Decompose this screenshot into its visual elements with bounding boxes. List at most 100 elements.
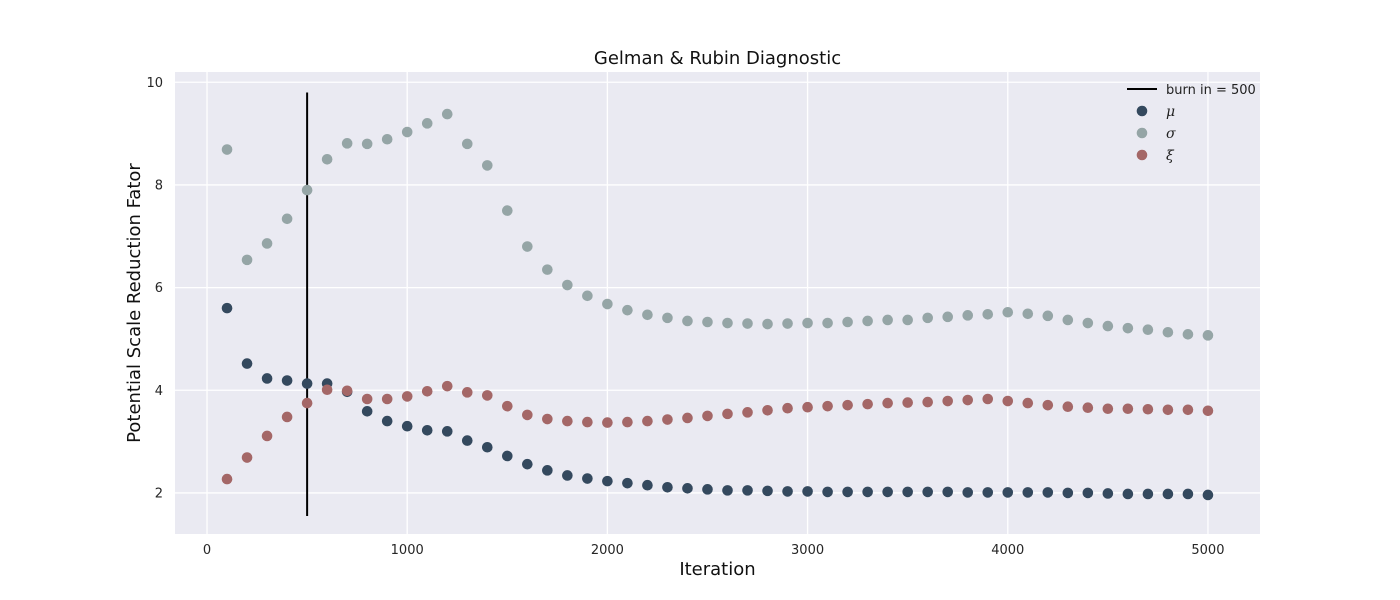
data-point	[662, 312, 673, 324]
data-point	[762, 404, 773, 416]
data-point	[982, 308, 994, 320]
data-point	[542, 465, 553, 476]
data-point	[381, 393, 393, 405]
data-point	[421, 385, 433, 397]
data-point	[1082, 487, 1094, 499]
legend-series-entries: μσξ	[1136, 104, 1176, 164]
x-tick-label: 5000	[1191, 543, 1224, 558]
data-point	[241, 452, 253, 463]
y-tick-label: 2	[155, 486, 163, 501]
data-point	[461, 387, 473, 398]
data-point	[401, 420, 413, 432]
x-tick-label: 0	[203, 543, 211, 558]
data-point	[281, 375, 293, 386]
y-tick-label: 6	[155, 281, 163, 296]
data-point	[1102, 403, 1114, 415]
data-point	[782, 486, 793, 497]
data-point	[1182, 329, 1194, 340]
data-point	[802, 486, 813, 497]
data-point	[381, 415, 393, 427]
data-point	[622, 304, 633, 316]
data-point	[622, 477, 633, 489]
data-point	[962, 394, 974, 406]
data-point	[341, 138, 353, 149]
data-point	[602, 475, 613, 487]
data-point	[301, 378, 313, 389]
data-point	[1142, 488, 1154, 500]
data-point	[361, 138, 373, 150]
data-point	[441, 108, 453, 120]
data-point	[441, 426, 453, 437]
data-point	[762, 485, 773, 497]
data-point	[822, 317, 833, 329]
data-point	[1022, 308, 1034, 320]
data-point	[542, 413, 553, 425]
data-point	[682, 483, 693, 494]
data-point	[802, 401, 813, 413]
data-point	[1162, 488, 1174, 500]
data-point	[622, 416, 633, 428]
data-point	[742, 485, 753, 496]
data-point	[1042, 310, 1054, 322]
data-point	[421, 425, 433, 436]
data-point	[782, 318, 793, 329]
data-point	[1182, 404, 1194, 416]
data-point	[1122, 403, 1134, 415]
legend-label: μ	[1166, 104, 1175, 120]
y-tick-label: 8	[155, 178, 163, 193]
data-point	[582, 473, 593, 484]
data-point	[942, 486, 954, 498]
data-point	[962, 310, 974, 321]
legend-burn-in-label: burn in = 500	[1166, 83, 1256, 98]
x-tick-label: 3000	[791, 543, 824, 558]
data-point	[1102, 320, 1114, 332]
data-point	[1162, 404, 1174, 416]
x-tick-labels: 0 1000 2000 3000 4000 5000	[203, 543, 1225, 558]
data-point	[261, 238, 273, 249]
data-point	[1122, 322, 1134, 334]
legend-marker	[1136, 149, 1148, 161]
data-point	[261, 373, 273, 384]
data-point	[341, 385, 353, 397]
data-point	[481, 441, 493, 453]
data-point	[862, 315, 873, 327]
data-point	[481, 390, 493, 401]
data-point	[221, 144, 233, 155]
data-point	[241, 254, 253, 266]
data-point	[882, 397, 893, 409]
data-point	[842, 399, 853, 411]
data-point	[582, 290, 593, 302]
data-point	[842, 316, 853, 328]
data-point	[481, 160, 493, 171]
data-point	[982, 487, 994, 498]
data-point	[381, 133, 393, 145]
data-point	[702, 410, 713, 422]
data-point	[662, 414, 673, 425]
data-point	[562, 470, 573, 481]
legend-label: σ	[1166, 126, 1176, 142]
data-point	[942, 395, 954, 407]
data-point	[802, 317, 813, 329]
data-point	[922, 396, 933, 408]
data-point	[1082, 402, 1094, 414]
data-point	[642, 415, 653, 427]
series-3-points	[221, 380, 1214, 485]
data-point	[722, 408, 733, 420]
data-point	[562, 415, 573, 427]
data-point	[1142, 324, 1154, 335]
data-point	[221, 302, 233, 314]
data-point	[882, 486, 893, 498]
data-point	[441, 380, 453, 392]
data-point	[862, 398, 873, 410]
data-point	[281, 213, 293, 225]
data-point	[822, 486, 833, 498]
x-tick-label: 4000	[991, 543, 1024, 558]
data-point	[522, 458, 533, 470]
data-point	[1202, 405, 1214, 417]
data-point	[522, 241, 533, 252]
data-point	[1022, 487, 1034, 498]
data-point	[742, 318, 753, 329]
data-point	[762, 318, 773, 330]
data-point	[1022, 397, 1034, 409]
